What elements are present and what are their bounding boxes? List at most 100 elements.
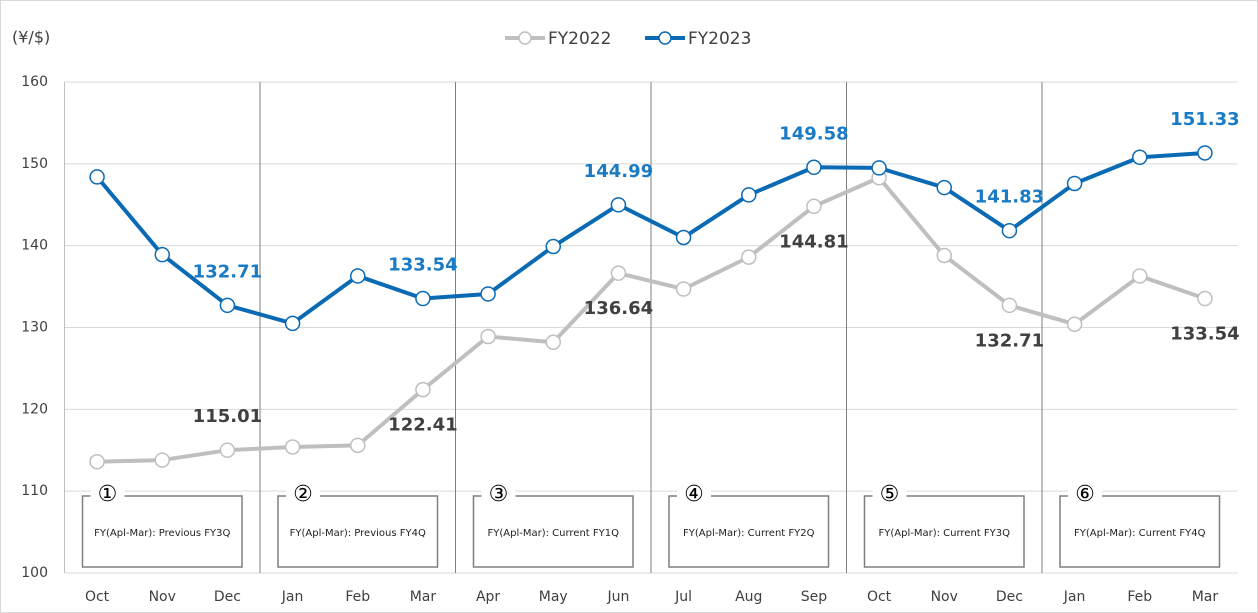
x-tick-label: Jan [281, 589, 304, 605]
data-point [480, 328, 496, 345]
data-point [219, 297, 236, 314]
y-tick-label: 100 [21, 565, 48, 581]
y-tick-label: 150 [21, 156, 48, 172]
data-point [610, 197, 627, 213]
x-tick-label: Feb [1127, 589, 1152, 605]
annotation-gap [872, 485, 907, 505]
x-tick-label: Jul [674, 589, 692, 605]
data-point [154, 246, 170, 263]
data-point [1066, 175, 1083, 192]
x-tick-label: Oct [85, 589, 110, 605]
data-point [89, 453, 105, 470]
data-label: 144.81 [779, 231, 848, 252]
data-point [350, 437, 366, 454]
x-tick-label: Mar [1192, 589, 1219, 605]
data-point [1132, 268, 1148, 284]
data-label: 122.41 [388, 415, 457, 436]
data-point [415, 381, 431, 398]
annotation-number: ⑥ [1075, 482, 1095, 507]
data-point [1001, 222, 1018, 239]
data-label: 144.99 [584, 161, 653, 182]
legend-label: FY2022 [548, 29, 611, 49]
data-label: 133.54 [1170, 324, 1239, 345]
annotation-text: FY(Apl-Mar): Current FY4Q [1074, 528, 1206, 539]
legend-marker [518, 31, 532, 45]
annotation-box [277, 495, 439, 568]
x-tick-label: Jun [606, 589, 629, 605]
annotation-gap [90, 485, 125, 505]
data-point [415, 290, 431, 307]
annotation-gap [286, 485, 320, 505]
annotation-box [668, 495, 830, 568]
data-point [741, 187, 757, 203]
data-point [741, 249, 757, 265]
data-point [1197, 145, 1213, 161]
data-label: 136.64 [584, 298, 653, 319]
data-label: 149.58 [779, 123, 848, 144]
annotation-box [81, 495, 243, 568]
data-point [89, 169, 105, 185]
x-tick-label: Dec [996, 589, 1023, 605]
data-point [1001, 297, 1018, 314]
data-point [154, 452, 170, 468]
data-point [806, 198, 822, 215]
annotation-box [863, 495, 1025, 568]
x-tick-label: Jan [1063, 589, 1086, 605]
x-tick-label: Apr [476, 589, 500, 605]
annotation-gap [677, 485, 711, 505]
data-point [871, 160, 887, 176]
x-tick-label: Mar [410, 589, 437, 605]
annotation-number: ① [98, 482, 118, 507]
y-tick-label: 160 [21, 74, 48, 90]
data-point [936, 179, 952, 196]
annotation-gap [481, 485, 516, 505]
x-tick-label: May [539, 589, 568, 605]
data-label: 133.54 [388, 255, 457, 276]
annotation-number: ④ [684, 482, 704, 507]
data-point [675, 281, 692, 297]
series-line [97, 175, 1206, 464]
data-point [675, 229, 692, 246]
data-label: 132.71 [975, 330, 1044, 351]
y-tick-label: 110 [21, 483, 48, 499]
data-label: 151.33 [1170, 109, 1239, 130]
data-point [1197, 290, 1213, 307]
data-point [610, 265, 627, 281]
annotation-text: FY(Apl-Mar): Current FY3Q [879, 528, 1011, 539]
data-point [219, 442, 236, 458]
data-point [480, 286, 496, 302]
y-tick-label: 130 [21, 320, 48, 336]
annotation-text: FY(Apl-Mar): Current FY1Q [488, 528, 620, 539]
x-tick-label: Nov [931, 589, 958, 605]
data-point [806, 159, 822, 176]
annotation-gap [1068, 485, 1102, 505]
data-label: 115.01 [193, 406, 262, 427]
data-point [284, 315, 301, 332]
x-tick-label: Sep [801, 589, 828, 605]
data-point [1132, 149, 1148, 166]
annotation-text: FY(Apl-Mar): Previous FY4Q [290, 528, 426, 539]
x-tick-label: Nov [149, 589, 176, 605]
annotation-text: FY(Apl-Mar): Previous FY3Q [94, 528, 230, 539]
legend-label: FY2023 [688, 29, 751, 49]
data-point [545, 238, 561, 255]
data-label: 132.71 [193, 261, 262, 282]
y-tick-label: 120 [21, 401, 48, 417]
x-tick-label: Feb [345, 589, 370, 605]
data-point [1066, 316, 1083, 332]
annotation-number: ② [293, 482, 313, 507]
annotation-number: ⑤ [880, 482, 900, 507]
y-tick-label: 140 [21, 238, 48, 254]
x-tick-label: Oct [867, 589, 892, 605]
y-axis-label: (¥/$) [12, 28, 50, 47]
legend-marker [658, 31, 672, 45]
annotation-text: FY(Apl-Mar): Current FY2Q [683, 528, 815, 539]
x-tick-label: Dec [214, 589, 241, 605]
data-label: 141.83 [975, 187, 1044, 208]
data-point [284, 439, 301, 455]
series-line [95, 150, 1206, 326]
data-point [350, 268, 366, 284]
x-tick-label: Aug [735, 589, 762, 605]
annotation-box [1059, 495, 1221, 568]
